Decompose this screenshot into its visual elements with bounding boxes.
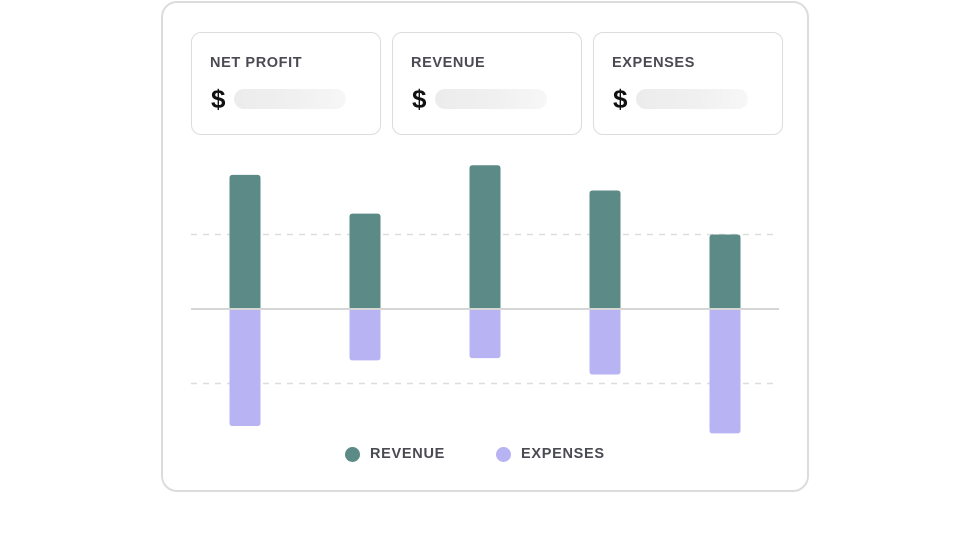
- revenue-expenses-chart: [191, 165, 779, 434]
- revenue-value-row: $: [412, 83, 548, 115]
- revenue-title: REVENUE: [411, 55, 486, 71]
- expenses-bar-5: [709, 309, 741, 434]
- legend-item-expenses: EXPENSES: [496, 446, 605, 462]
- revenue-legend-label: REVENUE: [370, 446, 445, 462]
- net-profit-value-placeholder: [234, 89, 347, 109]
- revenue-card: REVENUE $: [392, 32, 582, 135]
- revenue-bar-2: [349, 213, 381, 309]
- expenses-bar-4: [589, 309, 621, 375]
- expenses-value-row: $: [613, 83, 749, 115]
- expenses-value-placeholder: [636, 89, 749, 109]
- legend-item-revenue: REVENUE: [345, 446, 445, 462]
- expenses-card: EXPENSES $: [593, 32, 783, 135]
- net-profit-currency: $: [211, 84, 226, 114]
- expenses-title: EXPENSES: [612, 55, 695, 71]
- revenue-bar-3: [469, 165, 501, 309]
- net-profit-value-row: $: [211, 83, 347, 115]
- revenue-bar-4: [589, 190, 621, 309]
- revenue-bar-1: [229, 174, 261, 309]
- net-profit-title: NET PROFIT: [210, 55, 303, 71]
- expenses-currency: $: [613, 84, 628, 114]
- expenses-bar-2: [349, 309, 381, 361]
- revenue-bar-5: [709, 234, 741, 309]
- revenue-value-placeholder: [435, 89, 548, 109]
- net-profit-card: NET PROFIT $: [191, 32, 381, 135]
- expenses-legend-dot: [496, 446, 511, 462]
- dashboard-card: NET PROFIT $ REVENUE $ EXPENSES $ REVENU…: [161, 1, 809, 492]
- expenses-bar-1: [229, 309, 261, 426]
- expenses-legend-label: EXPENSES: [521, 446, 605, 462]
- revenue-legend-dot: [345, 446, 360, 462]
- revenue-currency: $: [412, 84, 427, 114]
- expenses-bar-3: [469, 309, 501, 359]
